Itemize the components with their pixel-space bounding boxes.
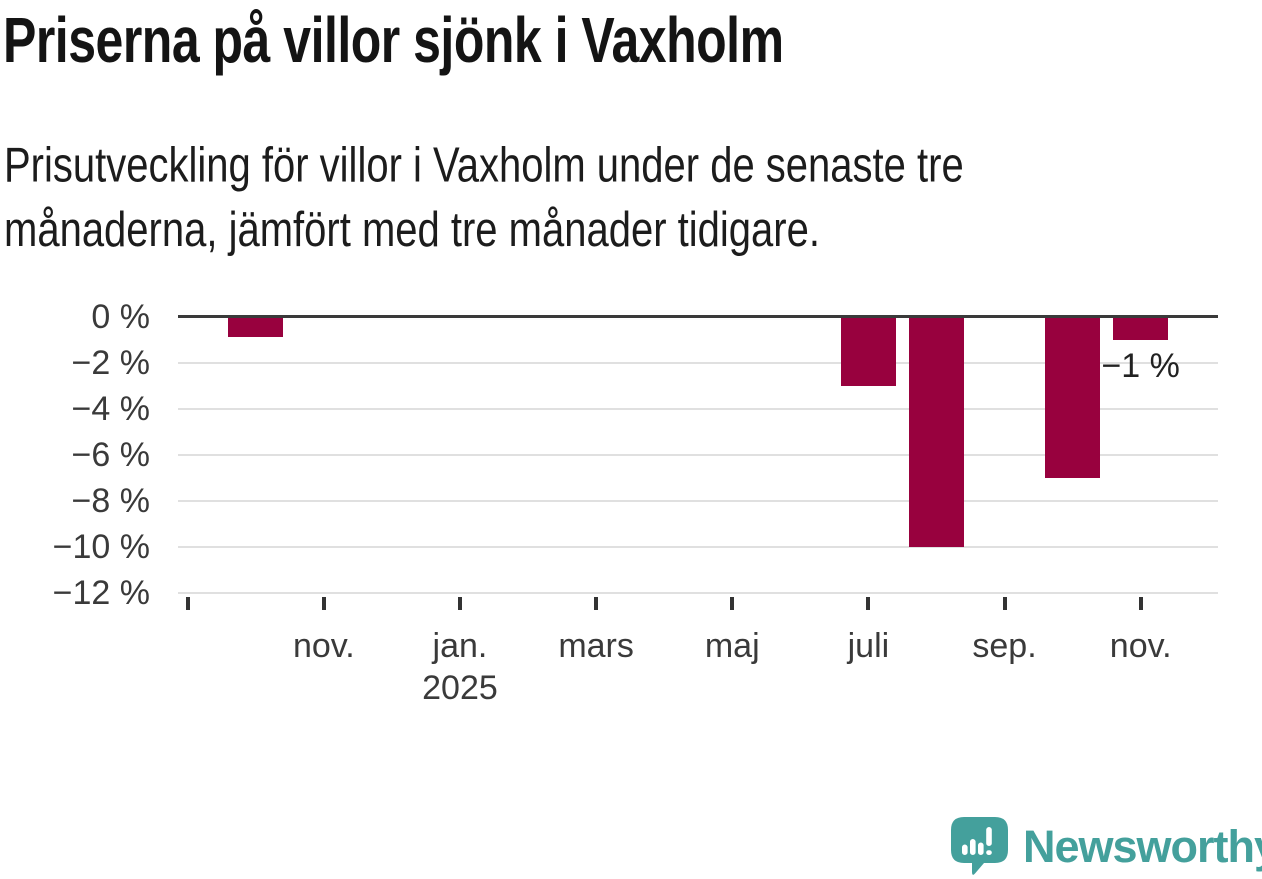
bar-juli-2025	[840, 316, 896, 386]
gridline--10	[178, 546, 1218, 549]
bar-okt-2024	[228, 316, 284, 338]
x-axis-label: jan.	[432, 627, 488, 665]
x-axis-label: sep.	[972, 627, 1037, 665]
price-development-bar-chart: 0 % −2 % −4 % −6 % −8 % −10 % −12 % nov. jan. 202…	[52, 297, 1218, 707]
y-axis-label: −2 %	[71, 343, 150, 382]
gridline--12	[178, 592, 1218, 595]
x-tick	[1138, 597, 1143, 610]
x-tick	[185, 597, 190, 610]
zero-line	[178, 315, 1218, 318]
x-tick	[457, 597, 462, 610]
chart-title: Priserna på villor sjönk i Vaxholm	[3, 4, 784, 76]
bar-okt-2025	[1045, 316, 1101, 479]
bar-nov-2025	[1113, 316, 1169, 340]
chart-subtitle-line-2: månaderna, jämfört med tre månader tidig…	[4, 203, 820, 258]
gridline--8	[178, 500, 1218, 503]
y-axis-label: −12 %	[52, 574, 150, 613]
x-tick	[866, 597, 871, 610]
newsworthy-branding: Newsworthy	[951, 817, 1262, 876]
x-tick	[730, 597, 735, 610]
x-axis-label: juli	[847, 627, 890, 665]
x-axis-label: mars	[558, 627, 634, 665]
y-axis-label: −10 %	[52, 528, 150, 567]
newsworthy-logo-text: Newsworthy	[1023, 820, 1262, 872]
gridline--2	[178, 361, 1218, 364]
x-tick	[1002, 597, 1007, 610]
x-tick	[321, 597, 326, 610]
bar-aug-2025	[908, 316, 964, 548]
chart-subtitle: Prisutveckling för villor i Vaxholm unde…	[4, 134, 1254, 263]
gridline--6	[178, 453, 1218, 456]
x-axis-label: nov.	[292, 627, 355, 665]
x-axis-label: maj	[704, 627, 760, 665]
bar-value-annotation: −1 %	[1101, 346, 1180, 385]
x-tick	[594, 597, 599, 610]
y-axis-label: −6 %	[71, 435, 150, 474]
y-axis-label: −8 %	[71, 482, 150, 521]
y-axis-label: 0 %	[91, 297, 150, 336]
x-axis-label: nov.	[1109, 627, 1172, 665]
y-axis-label: −4 %	[71, 389, 150, 428]
chart-subtitle-line-1: Prisutveckling för villor i Vaxholm unde…	[4, 138, 964, 193]
gridline--4	[178, 407, 1218, 410]
newsworthy-logo-icon	[951, 817, 1008, 875]
x-axis-year-label: 2025	[422, 669, 498, 707]
